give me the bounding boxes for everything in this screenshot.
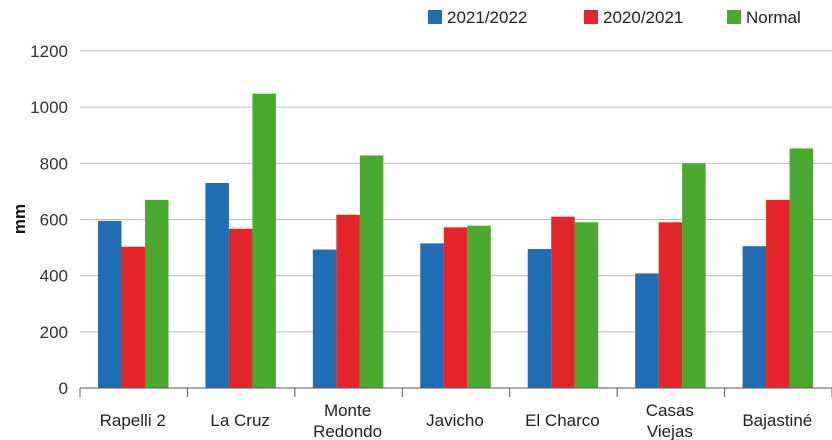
x-tick-label: Redondo	[313, 422, 382, 440]
legend-swatch	[584, 10, 598, 24]
x-tick-label: Bajastiné	[742, 411, 812, 430]
x-axis-labels: Rapelli 2 La Cruz Monte Redondo Javicho El Ch…	[100, 401, 813, 440]
bar	[682, 163, 706, 388]
bar	[527, 248, 552, 388]
legend-label: 2021/2022	[447, 8, 527, 27]
y-tick-label: 1000	[30, 98, 68, 117]
x-tick-label: Viejas	[647, 422, 693, 440]
bar	[467, 225, 491, 388]
x-tick-label: Casas	[646, 401, 694, 420]
bar	[312, 249, 337, 388]
legend-swatch	[428, 10, 442, 24]
bar	[574, 222, 599, 388]
bar	[551, 216, 575, 388]
bar	[359, 155, 384, 388]
y-tick-label: 200	[40, 323, 68, 342]
bar	[336, 214, 360, 388]
y-tick-label: 600	[40, 211, 68, 230]
bar	[443, 227, 468, 388]
legend-label: Normal	[746, 8, 801, 27]
x-tick-label: Javicho	[426, 411, 484, 430]
bar	[252, 93, 276, 388]
bar	[635, 273, 659, 388]
x-tick-label: Rapelli 2	[100, 411, 166, 430]
legend: 2021/2022 2020/2021 Normal	[428, 8, 801, 27]
y-axis-title: mm	[10, 204, 29, 234]
bar	[121, 246, 145, 388]
legend-swatch	[727, 10, 741, 24]
bar	[789, 148, 814, 388]
bar	[205, 182, 229, 388]
x-tick-label: El Charco	[525, 411, 600, 430]
legend-label: 2020/2021	[603, 8, 683, 27]
bar	[420, 243, 444, 388]
y-tick-label: 0	[59, 379, 68, 398]
bar	[742, 246, 767, 388]
bar	[145, 199, 169, 388]
bar	[98, 220, 122, 388]
x-tick-label: La Cruz	[210, 411, 270, 430]
bars	[98, 93, 814, 388]
y-tick-label: 400	[40, 267, 68, 286]
bar	[658, 222, 683, 388]
y-axis-ticks: 0 200 400 600 800 1000 1200	[30, 42, 68, 398]
bar	[766, 199, 790, 388]
bar	[228, 228, 253, 388]
x-tick-label: Monte	[324, 401, 371, 420]
y-tick-label: 1200	[30, 42, 68, 61]
x-axis	[79, 387, 832, 397]
gridlines	[80, 50, 832, 333]
y-tick-label: 800	[40, 154, 68, 173]
